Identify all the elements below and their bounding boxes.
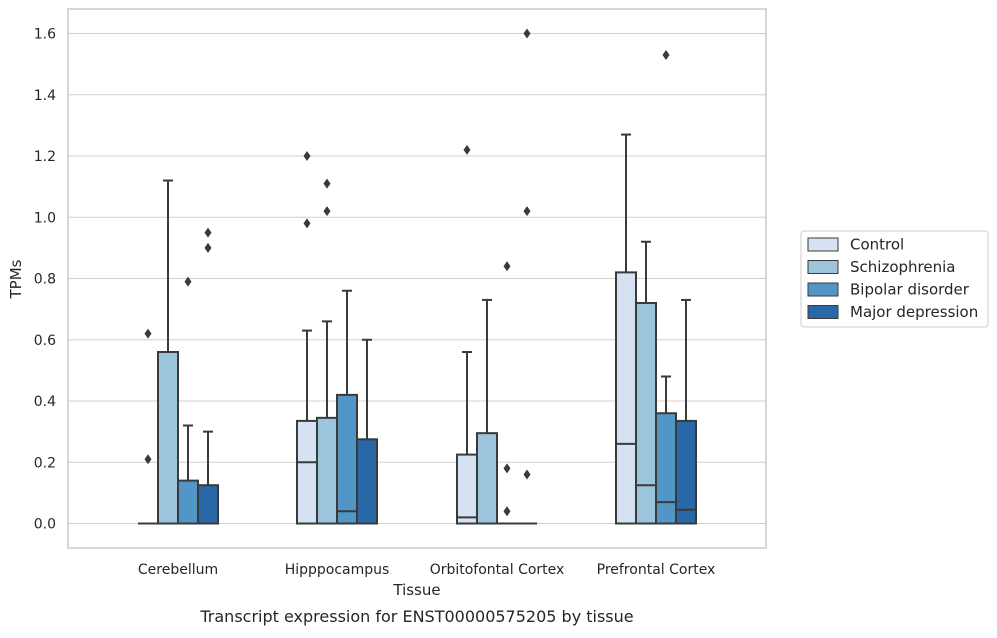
box-rect: [197, 484, 219, 525]
legend-swatch: [807, 282, 839, 297]
box-group: [635, 240, 657, 525]
x-tick-label: Orbitofontal Cortex: [430, 562, 565, 578]
box-group: [497, 261, 517, 525]
y-tick-label: 0.0: [34, 517, 56, 533]
outlier-point: [144, 328, 152, 339]
outlier-point: [323, 178, 331, 189]
y-tick-label: 1.0: [34, 210, 56, 226]
box-rect: [336, 393, 358, 525]
outlier-point: [204, 242, 212, 253]
grid-layer: [68, 33, 766, 524]
legend-frame: [800, 230, 989, 328]
y-axis-title: TPMs: [7, 259, 25, 299]
legend-label: Bipolar disorder: [850, 281, 970, 299]
box-group: [177, 276, 199, 525]
box-group: [296, 151, 318, 525]
box-rect: [296, 419, 318, 525]
x-axis-title: Tissue: [392, 581, 440, 599]
outlier-point: [503, 463, 511, 474]
outlier-point: [503, 506, 511, 517]
box-group: [356, 338, 378, 525]
legend-swatch: [807, 305, 839, 319]
box-group: [336, 289, 358, 525]
box-group: [615, 133, 637, 525]
outlier-point: [184, 276, 192, 287]
y-tick-label: 0.8: [34, 272, 56, 288]
legend-label: Major depression: [850, 303, 978, 321]
legend-swatch: [807, 260, 839, 274]
y-tick-label: 0.4: [34, 394, 56, 410]
box-rect: [356, 438, 378, 525]
outlier-point: [303, 151, 311, 161]
box-group: [316, 178, 338, 525]
y-tick-label: 1.6: [34, 27, 56, 43]
outlier-point: [463, 144, 471, 155]
box-rect: [476, 432, 498, 525]
tick-labels: 0.0 0.2 0.4 0.6 0.8 1.0 1.2 1.4 1.6 Cerebellum Hip…: [34, 27, 716, 579]
box-rect: [655, 412, 677, 525]
outlier-point: [662, 49, 670, 60]
box-rect: [615, 271, 637, 525]
box-rect: [635, 302, 657, 525]
outlier-point: [523, 469, 531, 480]
box-group: [655, 49, 677, 525]
box-rect: [316, 416, 338, 525]
outlier-point: [323, 206, 331, 217]
outlier-point: [204, 227, 212, 238]
plot-border: [67, 8, 767, 549]
legend-swatch: [807, 237, 839, 252]
box-group: [456, 144, 478, 525]
outlier-point: [144, 454, 152, 465]
x-tick-label: Hipppocampus: [285, 562, 390, 578]
legend-label: Control: [850, 236, 904, 254]
outlier-point: [503, 261, 511, 272]
box-group: [157, 179, 179, 525]
legend: Control Schizophrenia Bipolar disorder Majo…: [800, 230, 989, 328]
x-tick-label: Prefrontal Cortex: [597, 562, 716, 578]
plot-frame: [67, 8, 767, 549]
box-group: [675, 298, 697, 525]
boxes-layer: [138, 28, 697, 525]
y-tick-label: 0.6: [34, 333, 56, 349]
legend-items: Control Schizophrenia Bipolar disorder Majo…: [807, 236, 978, 321]
box-rect: [157, 351, 179, 525]
y-tick-label: 1.2: [34, 149, 56, 165]
outlier-point: [523, 206, 531, 217]
box-group: [197, 227, 219, 525]
outlier-point: [303, 218, 311, 229]
x-tick-label: Cerebellum: [138, 562, 218, 578]
legend-label: Schizophrenia: [850, 258, 955, 276]
chart-caption: Transcript expression for ENST0000057520…: [199, 607, 633, 626]
y-tick-label: 0.2: [34, 455, 56, 471]
box-group: [476, 298, 498, 525]
box-rect: [456, 453, 478, 525]
outlier-point: [523, 28, 531, 39]
box-rect: [177, 479, 199, 525]
box-group: [138, 328, 158, 525]
y-tick-label: 1.4: [34, 88, 56, 104]
box-rect: [675, 419, 697, 525]
box-group: [517, 28, 537, 525]
